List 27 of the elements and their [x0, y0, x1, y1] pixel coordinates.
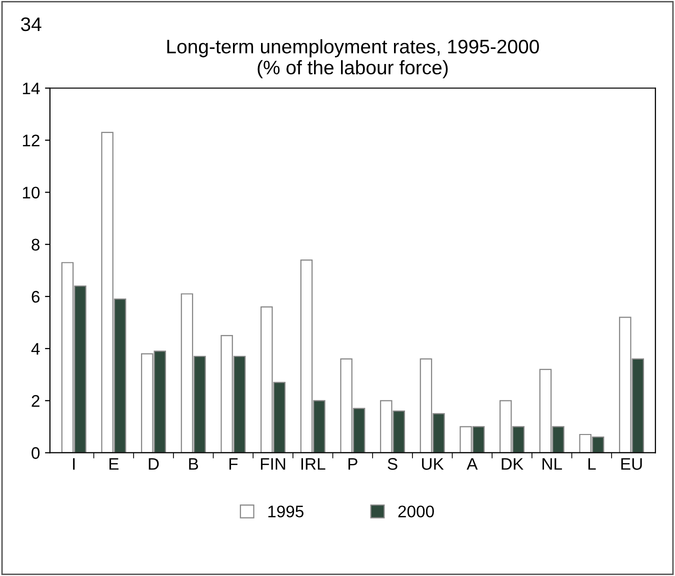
x-tick-label: D	[148, 458, 159, 470]
x-tick-label: B	[189, 458, 198, 470]
x-tick-label: P	[348, 458, 358, 470]
y-tick-label: 0	[32, 447, 40, 459]
x-tick-label: DK	[502, 458, 524, 470]
x-tick-label: UK	[422, 458, 444, 470]
y-tick-label: 2	[32, 395, 40, 407]
y-tick-label: 4	[31, 343, 40, 355]
x-tick-label: E	[109, 458, 119, 470]
y-tick-label: 8	[32, 238, 40, 251]
x-tick-label: L	[588, 458, 596, 470]
y-tick-label: 12	[22, 134, 40, 146]
chart-title: Long-term unemployment rates, 1995-2000 (% of the labour force)	[167, 39, 539, 78]
x-tick-label: FIN	[260, 458, 286, 470]
legend-label: 1995	[268, 506, 304, 518]
y-tick-label: 6	[32, 290, 40, 303]
x-tick-label: NL	[542, 458, 562, 470]
y-tick-label: 10	[22, 186, 40, 199]
legend-label: 2000	[398, 506, 434, 518]
text: 34	[20, 17, 42, 32]
x-tick-label: F	[229, 458, 238, 470]
x-tick-label: S	[388, 458, 398, 470]
x-tick-label: I	[73, 458, 75, 470]
x-tick-label: IRL	[301, 458, 326, 470]
x-tick-label: EU	[621, 458, 642, 470]
y-tick-label: 14	[22, 82, 40, 94]
x-tick-label: A	[466, 458, 478, 470]
